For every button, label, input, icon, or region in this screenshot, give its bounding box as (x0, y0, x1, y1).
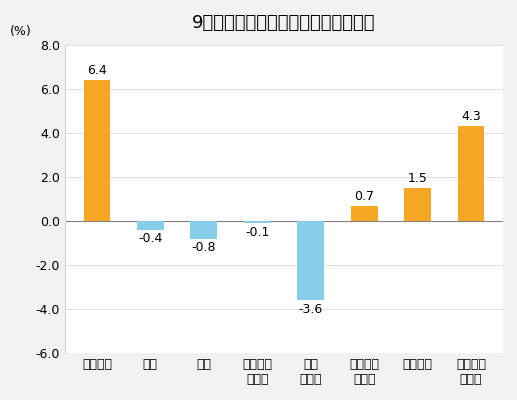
Text: 4.3: 4.3 (461, 110, 481, 124)
Text: -0.1: -0.1 (245, 226, 269, 239)
Title: 9月份居民消费价格分类别同比涨跌幅: 9月份居民消费价格分类别同比涨跌幅 (192, 14, 376, 32)
Bar (190, 221, 217, 238)
Text: -3.6: -3.6 (299, 303, 323, 316)
Bar (297, 221, 324, 300)
Bar (351, 206, 377, 221)
Y-axis label: (%): (%) (10, 25, 32, 38)
Text: -0.8: -0.8 (191, 241, 216, 254)
Bar (244, 221, 270, 223)
Text: -0.4: -0.4 (138, 232, 162, 246)
Text: 6.4: 6.4 (87, 64, 107, 77)
Text: 0.7: 0.7 (354, 190, 374, 203)
Bar (458, 126, 484, 221)
Bar (404, 188, 431, 221)
Text: 1.5: 1.5 (408, 172, 428, 185)
Bar (84, 80, 110, 221)
Bar (137, 221, 164, 230)
